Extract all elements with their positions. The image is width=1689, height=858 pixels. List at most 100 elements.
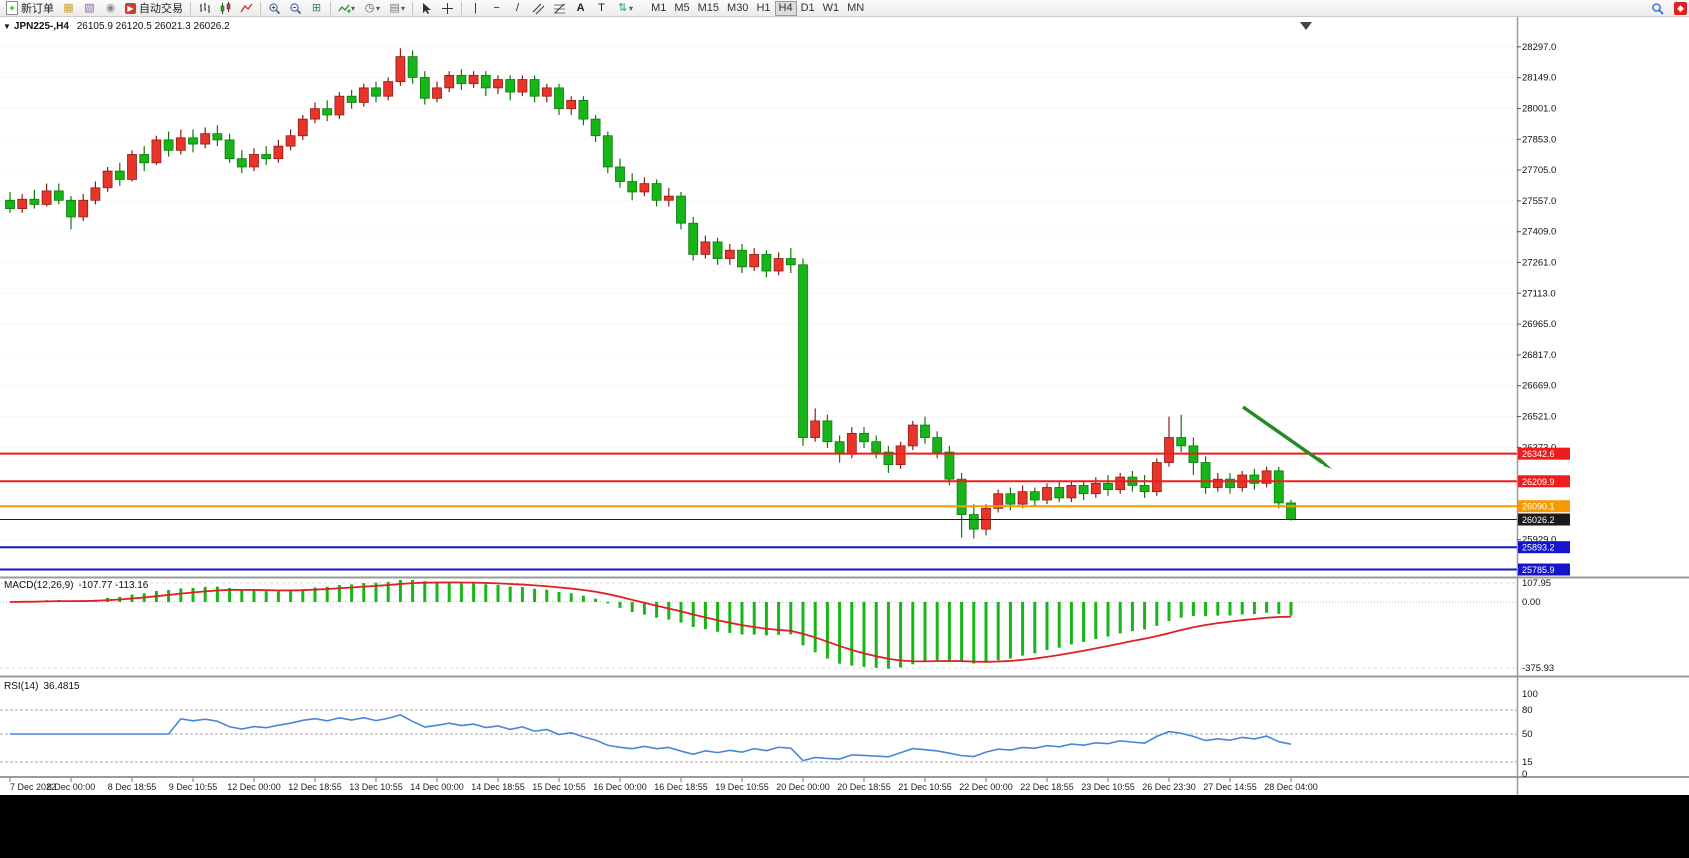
candle bbox=[285, 129, 296, 151]
candle bbox=[1176, 414, 1187, 453]
time-axis-label: 8 Dec 18:55 bbox=[108, 782, 157, 792]
cursor-button[interactable] bbox=[416, 1, 437, 16]
candle bbox=[895, 441, 906, 469]
timeframe-m5[interactable]: M5 bbox=[670, 1, 693, 16]
candle bbox=[78, 194, 89, 222]
candle bbox=[1212, 472, 1223, 492]
crosshair-button[interactable] bbox=[437, 1, 458, 16]
indicators-button[interactable]: ▾ bbox=[334, 1, 359, 16]
candle bbox=[1273, 466, 1284, 509]
search-button[interactable] bbox=[1647, 1, 1668, 16]
price-axis-label: 27557.0 bbox=[1522, 196, 1556, 207]
zoom-out-button[interactable] bbox=[285, 1, 306, 16]
candle bbox=[358, 83, 369, 107]
candle bbox=[944, 445, 955, 486]
time-axis-label: 23 Dec 10:55 bbox=[1081, 782, 1135, 792]
arrow-annotation[interactable] bbox=[1241, 405, 1332, 469]
profiles-button[interactable]: ▧ bbox=[79, 1, 100, 16]
one-click-trading-arrow[interactable]: ▼ bbox=[3, 22, 11, 31]
time-axis-label: 20 Dec 18:55 bbox=[837, 782, 891, 792]
templates-icon: ▤ bbox=[389, 1, 400, 14]
candle bbox=[456, 69, 467, 90]
candle bbox=[676, 191, 686, 230]
price-axis[interactable]: 28297.0 28149.0 28001.0 27853.0 27705.0 27557… bbox=[1517, 42, 1570, 780]
rsi-scale-label: 80 bbox=[1522, 705, 1533, 716]
text-button[interactable]: A bbox=[570, 1, 591, 16]
arrows-button[interactable]: ⇅ ▾ bbox=[612, 1, 637, 16]
candle bbox=[1090, 477, 1101, 498]
candle bbox=[114, 162, 125, 186]
time-axis-label: 20 Dec 00:00 bbox=[776, 782, 830, 792]
price-badge-label: 26209.9 bbox=[1522, 477, 1555, 487]
timeframe-m30[interactable]: M30 bbox=[723, 1, 752, 16]
chart-shift-marker[interactable] bbox=[1300, 22, 1312, 30]
price-badge: 26090.1 bbox=[1518, 500, 1570, 513]
timeframe-w1[interactable]: W1 bbox=[819, 1, 844, 16]
zoom-in-button[interactable] bbox=[264, 1, 285, 16]
sounds-button[interactable]: ◉ bbox=[100, 1, 121, 16]
candle bbox=[1115, 472, 1126, 494]
fibonacci-icon bbox=[553, 2, 566, 15]
candle bbox=[700, 235, 711, 259]
candle bbox=[651, 179, 662, 207]
channel-button[interactable] bbox=[528, 1, 549, 16]
toolbar-separator bbox=[461, 1, 463, 15]
price-badge-label: 25893.2 bbox=[1522, 543, 1555, 553]
macd-name: MACD(12,26,9) bbox=[4, 580, 74, 591]
line-chart-button[interactable] bbox=[236, 1, 257, 16]
templates-button[interactable]: ▤ ▾ bbox=[384, 1, 409, 16]
candle bbox=[773, 252, 784, 276]
autotrading-label: 自动交易 bbox=[139, 3, 183, 15]
candlestick-chart-button[interactable] bbox=[215, 1, 236, 16]
timeframe-m1[interactable]: M1 bbox=[647, 1, 670, 16]
time-axis-label: 28 Dec 04:00 bbox=[1264, 782, 1318, 792]
new-order-button[interactable]: + 新订单 bbox=[2, 1, 58, 16]
notification-badge[interactable]: ◆ bbox=[1674, 1, 1687, 15]
timeframe-m15[interactable]: M15 bbox=[694, 1, 723, 16]
candle bbox=[1225, 472, 1235, 494]
candle bbox=[785, 248, 796, 274]
sounds-icon: ◉ bbox=[105, 1, 116, 14]
fibonacci-button[interactable] bbox=[549, 1, 570, 16]
autotrading-icon: ▶ bbox=[125, 2, 136, 14]
candle bbox=[505, 75, 516, 101]
timeframe-h1[interactable]: H1 bbox=[752, 1, 774, 16]
candle bbox=[432, 81, 442, 103]
candle bbox=[920, 416, 930, 444]
candle bbox=[663, 187, 674, 207]
trendline-button[interactable]: / bbox=[507, 1, 528, 16]
candle bbox=[810, 408, 821, 442]
candle bbox=[712, 237, 723, 265]
tile-windows-button[interactable]: ⊞ bbox=[306, 1, 327, 16]
time-axis-label: 21 Dec 10:55 bbox=[898, 782, 952, 792]
bar-chart-button[interactable] bbox=[194, 1, 215, 16]
macd-scale-label: 0.00 bbox=[1522, 597, 1541, 608]
horizontal-line-button[interactable]: − bbox=[486, 1, 507, 16]
macd-signal-line bbox=[9, 581, 1292, 663]
timeframe-h4[interactable]: H4 bbox=[774, 0, 797, 16]
text-label-button[interactable]: T bbox=[591, 1, 612, 16]
candle bbox=[529, 75, 540, 103]
price-axis-label: 27853.0 bbox=[1522, 134, 1556, 145]
autotrading-button[interactable]: ▶ 自动交易 bbox=[121, 1, 187, 16]
time-axis-label: 16 Dec 18:55 bbox=[654, 782, 708, 792]
candle bbox=[993, 489, 1004, 513]
horizontal-lines[interactable] bbox=[0, 452, 1517, 571]
periods-button[interactable]: ◷ ▾ bbox=[359, 1, 384, 16]
rsi-scale-label: 100 bbox=[1522, 689, 1538, 700]
new-order-icon: + bbox=[6, 1, 18, 15]
timeframe-toolbar: M1 M5 M15 M30 H1 H4 D1 W1 MN bbox=[647, 0, 868, 16]
macd-panel bbox=[0, 580, 1517, 669]
timeframe-d1[interactable]: D1 bbox=[797, 1, 819, 16]
toolbar-separator bbox=[412, 1, 414, 15]
candle bbox=[175, 129, 186, 155]
charts-button[interactable]: ▦ bbox=[58, 1, 79, 16]
candle bbox=[371, 81, 381, 103]
timeframe-mn[interactable]: MN bbox=[843, 1, 868, 16]
candle bbox=[737, 243, 747, 274]
chart-area[interactable]: 7 Dec 2022 8 Dec 00:00 8 Dec 18:55 9 Dec 10… bbox=[0, 17, 1689, 795]
vertical-line-button[interactable]: | bbox=[465, 1, 486, 16]
price-axis-label: 27261.0 bbox=[1522, 258, 1556, 269]
